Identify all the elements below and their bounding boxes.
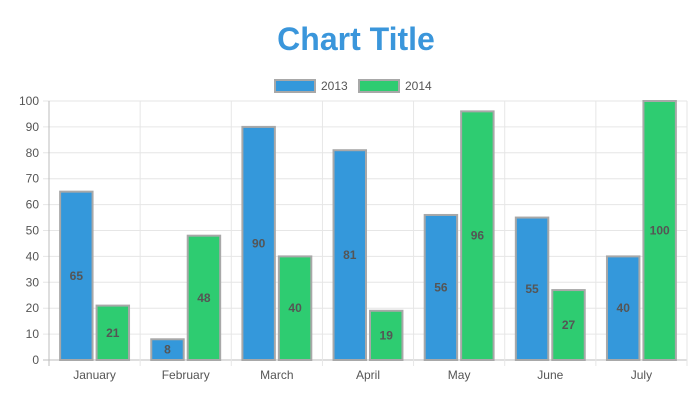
- bar-value-label: 19: [380, 328, 394, 342]
- y-tick-label: 100: [19, 94, 39, 108]
- bar-value-label: 8: [164, 343, 171, 357]
- y-tick-label: 60: [26, 198, 40, 212]
- legend-swatch: [274, 79, 316, 93]
- legend-label: 2013: [321, 79, 348, 93]
- bar-2014-february[interactable]: [186, 234, 222, 361]
- bar-2014-july[interactable]: [642, 100, 677, 361]
- bar-2013-june[interactable]: [514, 216, 550, 361]
- x-tick-label: July: [631, 368, 652, 382]
- legend-label: 2014: [405, 79, 432, 93]
- x-tick-label: April: [356, 368, 380, 382]
- bar-2013-april[interactable]: [332, 149, 367, 361]
- bar-2014-may[interactable]: [460, 110, 495, 361]
- legend-swatch: [358, 79, 400, 93]
- x-tick-label: February: [162, 368, 210, 382]
- bar-value-label: 56: [434, 280, 448, 294]
- bar-value-label: 81: [343, 248, 357, 262]
- y-tick-label: 0: [32, 353, 39, 367]
- bar-value-label: 40: [288, 301, 302, 315]
- y-tick-label: 90: [26, 120, 40, 134]
- bar-value-label: 96: [471, 229, 485, 243]
- bar-value-label: 65: [70, 269, 84, 283]
- bar-value-label: 100: [650, 224, 670, 238]
- bar-value-label: 55: [525, 282, 539, 296]
- bar-2013-january[interactable]: [59, 190, 94, 361]
- bar-value-label: 48: [197, 291, 211, 305]
- axes: 0 10 20 30 40 50 60 70 80 90 100 January February Mar…: [19, 94, 652, 382]
- bar-2013-february[interactable]: [150, 338, 185, 361]
- bar-2014-january[interactable]: [95, 304, 131, 361]
- y-tick-label: 20: [26, 301, 40, 315]
- y-tick-label: 50: [26, 224, 40, 238]
- legend[interactable]: 2013 2014: [274, 79, 432, 93]
- y-tick-label: 40: [26, 249, 40, 263]
- x-tick-label: March: [260, 368, 293, 382]
- y-tick-label: 30: [26, 275, 40, 289]
- bar-2014-june[interactable]: [551, 289, 586, 362]
- x-tick-label: May: [448, 368, 471, 382]
- bar-2014-march[interactable]: [277, 255, 313, 361]
- chart-title: Chart Title: [277, 21, 435, 57]
- y-tick-label: 70: [26, 172, 40, 186]
- bar-2013-may[interactable]: [423, 213, 459, 361]
- bar-value-label: 90: [252, 236, 266, 250]
- bar-2013-july[interactable]: [605, 255, 641, 361]
- y-tick-label: 10: [26, 327, 40, 341]
- bar-value-label: 40: [617, 301, 631, 315]
- x-tick-label: January: [73, 368, 116, 382]
- bars: 65 8 90 81 56 55 40 21 48 40 19 96 27 100: [59, 100, 677, 362]
- x-tick-label: June: [537, 368, 563, 382]
- bar-2013-march[interactable]: [241, 125, 276, 362]
- y-tick-label: 80: [26, 146, 40, 160]
- legend-item-2014[interactable]: 2014: [358, 79, 432, 93]
- bar-2014-april[interactable]: [369, 309, 404, 362]
- bar-value-label: 21: [106, 326, 120, 340]
- bar-value-label: 27: [562, 318, 576, 332]
- legend-item-2013[interactable]: 2013: [274, 79, 348, 93]
